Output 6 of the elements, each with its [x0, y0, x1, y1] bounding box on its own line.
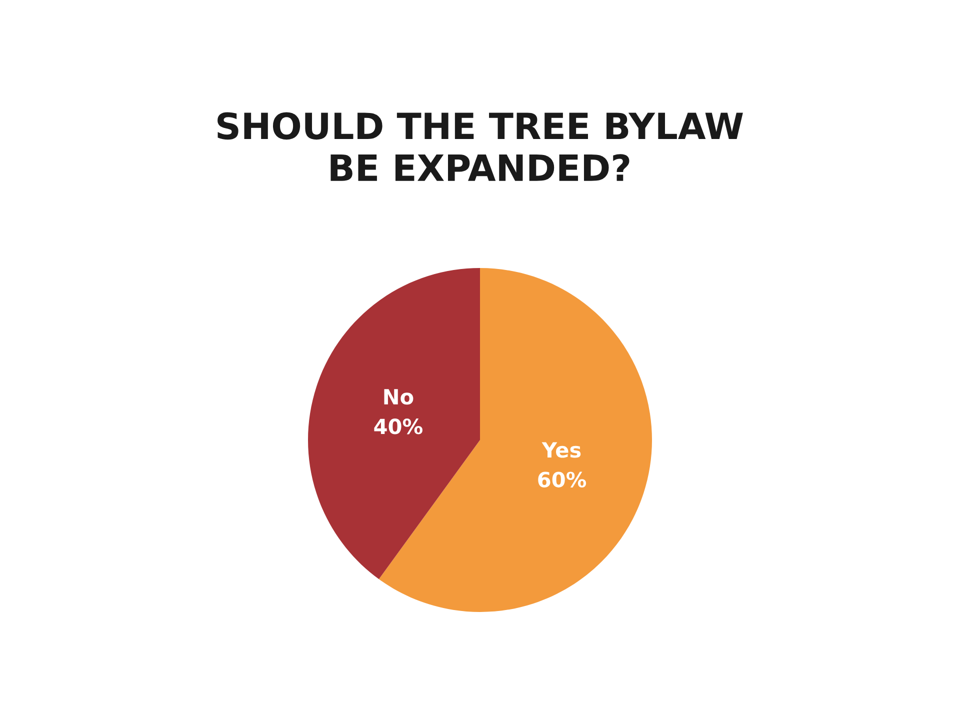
pie-slice	[308, 268, 480, 580]
slice-label: No	[384, 389, 414, 405]
slice-label: Yes	[542, 442, 581, 458]
chart-title: SHOULD THE TREE BYLAW BE EXPANDED?	[218, 112, 743, 181]
data-label: 60%	[538, 472, 586, 488]
data-label: 40%	[374, 418, 422, 434]
